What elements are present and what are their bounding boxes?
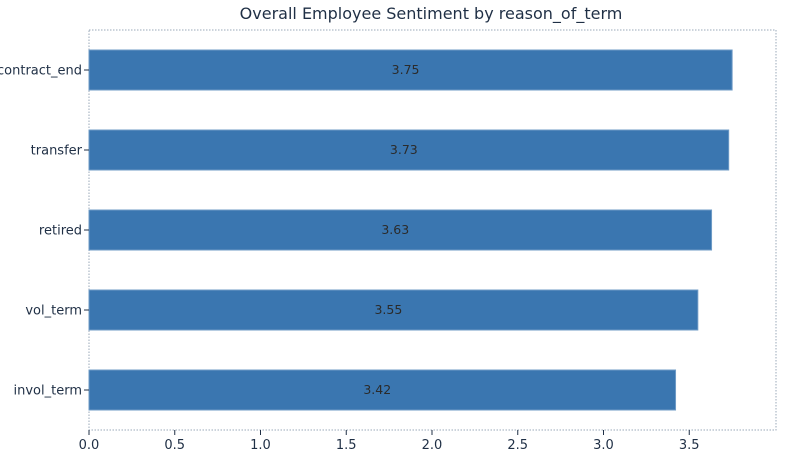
bar-transfer bbox=[88, 129, 730, 171]
data-label-vol_term: 3.55 bbox=[374, 302, 402, 317]
x-tick-label-2: 1.0 bbox=[250, 438, 271, 453]
bar-vol_term bbox=[88, 289, 699, 331]
chart-title: Overall Employee Sentiment by reason_of_… bbox=[240, 4, 623, 24]
category-label-retired: retired bbox=[39, 224, 82, 239]
data-label-invol_term: 3.42 bbox=[363, 382, 391, 397]
x-tick-label-4: 2.0 bbox=[422, 438, 443, 453]
data-label-transfer: 3.73 bbox=[390, 142, 418, 157]
x-axis: 0.0 0.5 1.0 1.5 2.0 2.5 3.0 3.5 bbox=[79, 430, 700, 453]
category-label-invol_term: invol_term bbox=[14, 384, 83, 399]
x-tick-label-0: 0.0 bbox=[79, 438, 100, 453]
y-axis: contract_end transfer retired vol_terminvol… bbox=[0, 64, 89, 399]
x-tick-label-5: 2.5 bbox=[507, 438, 528, 453]
category-label-contract_end: contract_end bbox=[0, 64, 82, 79]
data-label-contract_end: 3.75 bbox=[392, 62, 420, 77]
bars-layer bbox=[88, 49, 733, 411]
x-tick-label-6: 3.0 bbox=[593, 438, 614, 453]
category-label-transfer: transfer bbox=[31, 144, 83, 159]
x-tick-label-1: 0.5 bbox=[164, 438, 185, 453]
x-tick-label-3: 1.5 bbox=[336, 438, 357, 453]
data-label-retired: 3.63 bbox=[381, 222, 409, 237]
category-label-vol_term: vol_term bbox=[25, 304, 82, 319]
labels-layer: 3.75 3.73 3.63 3.55 3.42 bbox=[363, 62, 419, 397]
bar-invol_term bbox=[88, 369, 677, 411]
x-tick-label-7: 3.5 bbox=[679, 438, 700, 453]
bar-contract_end bbox=[88, 49, 733, 91]
